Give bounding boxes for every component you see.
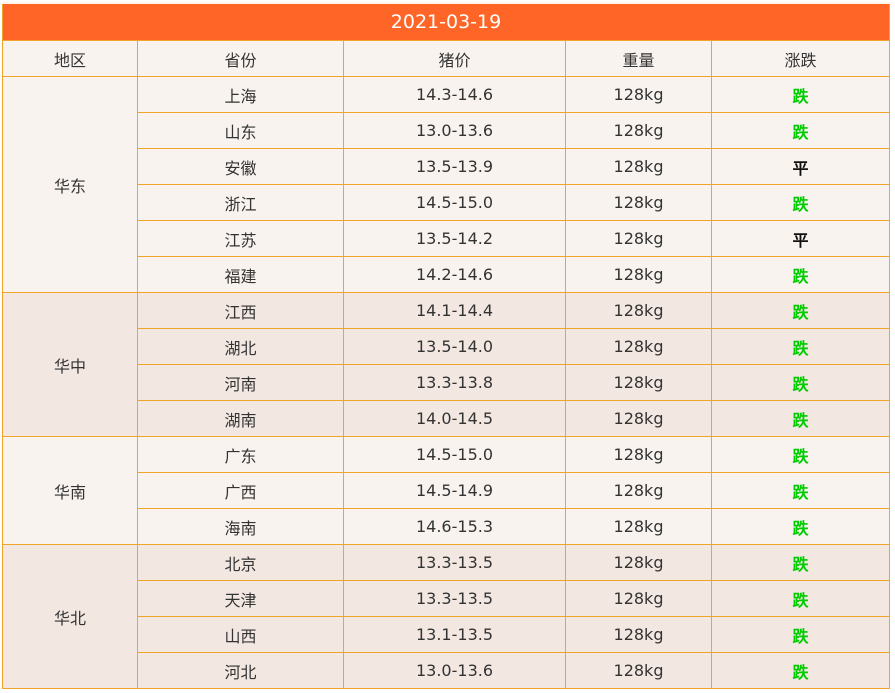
trend-cell: 平 bbox=[710, 148, 891, 185]
price-cell: 13.3-13.5 bbox=[343, 544, 566, 581]
province-cell: 广西 bbox=[137, 472, 344, 509]
table-row: 山西 13.1-13.5 128kg 跌 bbox=[3, 616, 891, 653]
province-cell: 湖北 bbox=[137, 328, 344, 365]
table-row: 海南 14.6-15.3 128kg 跌 bbox=[3, 508, 891, 545]
province-cell: 江西 bbox=[137, 292, 344, 329]
weight-cell: 128kg bbox=[565, 616, 712, 653]
header-price: 猪价 bbox=[343, 40, 566, 77]
province-cell: 福建 bbox=[137, 256, 344, 293]
table-row: 湖南 14.0-14.5 128kg 跌 bbox=[3, 400, 891, 437]
province-cell: 湖南 bbox=[137, 400, 344, 437]
weight-cell: 128kg bbox=[565, 76, 712, 113]
price-cell: 13.5-13.9 bbox=[343, 148, 566, 185]
header-weight: 重量 bbox=[565, 40, 712, 77]
table-row: 江苏 13.5-14.2 128kg 平 bbox=[3, 220, 891, 257]
trend-cell: 跌 bbox=[710, 256, 891, 293]
province-cell: 北京 bbox=[137, 544, 344, 581]
table-row: 福建 14.2-14.6 128kg 跌 bbox=[3, 256, 891, 293]
table-row: 华中 江西 14.1-14.4 128kg 跌 bbox=[2, 292, 891, 437]
weight-cell: 128kg bbox=[565, 652, 712, 689]
region-cell: 华东 bbox=[2, 76, 138, 293]
header-province: 省份 bbox=[137, 40, 344, 77]
table-row: 河北 13.0-13.6 128kg 跌 bbox=[3, 652, 891, 689]
trend-cell: 跌 bbox=[710, 184, 891, 221]
price-cell: 13.3-13.8 bbox=[343, 364, 566, 401]
price-cell: 14.2-14.6 bbox=[343, 256, 566, 293]
trend-cell: 跌 bbox=[710, 436, 891, 473]
price-cell: 13.0-13.6 bbox=[343, 652, 566, 689]
weight-cell: 128kg bbox=[565, 436, 712, 473]
price-cell: 14.5-14.9 bbox=[343, 472, 566, 509]
weight-cell: 128kg bbox=[565, 148, 712, 185]
trend-cell: 跌 bbox=[710, 76, 891, 113]
trend-cell: 跌 bbox=[710, 328, 891, 365]
table-row: 广西 14.5-14.9 128kg 跌 bbox=[3, 472, 891, 509]
weight-cell: 128kg bbox=[565, 112, 712, 149]
table-row: 河南 13.3-13.8 128kg 跌 bbox=[3, 364, 891, 401]
table-row: 华北 北京 13.3-13.5 128kg 跌 bbox=[2, 544, 891, 689]
trend-cell: 跌 bbox=[710, 544, 891, 581]
weight-cell: 128kg bbox=[565, 580, 712, 617]
weight-cell: 128kg bbox=[565, 508, 712, 545]
province-cell: 广东 bbox=[137, 436, 344, 473]
province-cell: 浙江 bbox=[137, 184, 344, 221]
price-cell: 14.3-14.6 bbox=[343, 76, 566, 113]
province-cell: 山东 bbox=[137, 112, 344, 149]
trend-cell: 跌 bbox=[710, 292, 891, 329]
region-cell: 华中 bbox=[2, 292, 138, 437]
trend-cell: 跌 bbox=[710, 400, 891, 437]
weight-cell: 128kg bbox=[565, 292, 712, 329]
province-cell: 河南 bbox=[137, 364, 344, 401]
weight-cell: 128kg bbox=[565, 364, 712, 401]
price-cell: 14.1-14.4 bbox=[343, 292, 566, 329]
province-cell: 海南 bbox=[137, 508, 344, 545]
table-row: 华东 上海 14.3-14.6 128kg 跌 bbox=[2, 76, 891, 293]
province-cell: 山西 bbox=[137, 616, 344, 653]
province-cell: 上海 bbox=[137, 76, 344, 113]
trend-cell: 跌 bbox=[710, 652, 891, 689]
price-cell: 13.5-14.0 bbox=[343, 328, 566, 365]
trend-cell: 跌 bbox=[710, 364, 891, 401]
price-cell: 14.6-15.3 bbox=[343, 508, 566, 545]
table-row: 山东 13.0-13.6 128kg 跌 bbox=[3, 112, 891, 149]
table-row: 华南 广东 14.5-15.0 128kg 跌 bbox=[2, 436, 891, 545]
weight-cell: 128kg bbox=[565, 220, 712, 257]
weight-cell: 128kg bbox=[565, 472, 712, 509]
header-trend: 涨跌 bbox=[710, 40, 891, 77]
province-cell: 安徽 bbox=[137, 148, 344, 185]
weight-cell: 128kg bbox=[565, 328, 712, 365]
header-region: 地区 bbox=[2, 40, 138, 77]
price-cell: 13.3-13.5 bbox=[343, 580, 566, 617]
table-row: 安徽 13.5-13.9 128kg 平 bbox=[3, 148, 891, 185]
table-row: 湖北 13.5-14.0 128kg 跌 bbox=[3, 328, 891, 365]
province-cell: 天津 bbox=[137, 580, 344, 617]
trend-cell: 跌 bbox=[710, 508, 891, 545]
table-row: 浙江 14.5-15.0 128kg 跌 bbox=[3, 184, 891, 221]
province-cell: 河北 bbox=[137, 652, 344, 689]
price-cell: 14.0-14.5 bbox=[343, 400, 566, 437]
weight-cell: 128kg bbox=[565, 184, 712, 221]
price-cell: 13.1-13.5 bbox=[343, 616, 566, 653]
weight-cell: 128kg bbox=[565, 400, 712, 437]
trend-cell: 跌 bbox=[710, 616, 891, 653]
weight-cell: 128kg bbox=[565, 544, 712, 581]
price-cell: 14.5-15.0 bbox=[343, 436, 566, 473]
price-cell: 13.5-14.2 bbox=[343, 220, 566, 257]
trend-cell: 跌 bbox=[710, 472, 891, 509]
trend-cell: 跌 bbox=[710, 112, 891, 149]
region-cell: 华南 bbox=[2, 436, 138, 545]
trend-cell: 跌 bbox=[710, 580, 891, 617]
region-cell: 华北 bbox=[2, 544, 138, 689]
table-title-date: 2021-03-19 bbox=[1, 2, 891, 41]
header-row: 地区 省份 猪价 重量 涨跌 bbox=[2, 40, 891, 77]
weight-cell: 128kg bbox=[565, 256, 712, 293]
province-cell: 江苏 bbox=[137, 220, 344, 257]
price-cell: 14.5-15.0 bbox=[343, 184, 566, 221]
price-cell: 13.0-13.6 bbox=[343, 112, 566, 149]
trend-cell: 平 bbox=[710, 220, 891, 257]
